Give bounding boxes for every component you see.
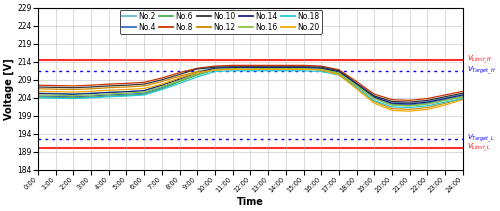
- Text: $V_{Limit\_L}$: $V_{Limit\_L}$: [467, 142, 491, 154]
- X-axis label: Time: Time: [237, 197, 264, 207]
- Legend: No.2, No.4, No.6, No.8, No.10, No.12, No.14, No.16, No.18, No.20: No.2, No.4, No.6, No.8, No.10, No.12, No…: [120, 10, 322, 34]
- Y-axis label: Voltage [V]: Voltage [V]: [4, 58, 14, 120]
- Text: $V_{Limit\_H}$: $V_{Limit\_H}$: [467, 54, 492, 66]
- Text: $V_{Target\_H}$: $V_{Target\_H}$: [467, 65, 496, 77]
- Text: $V_{Target\_L}$: $V_{Target\_L}$: [467, 133, 494, 145]
